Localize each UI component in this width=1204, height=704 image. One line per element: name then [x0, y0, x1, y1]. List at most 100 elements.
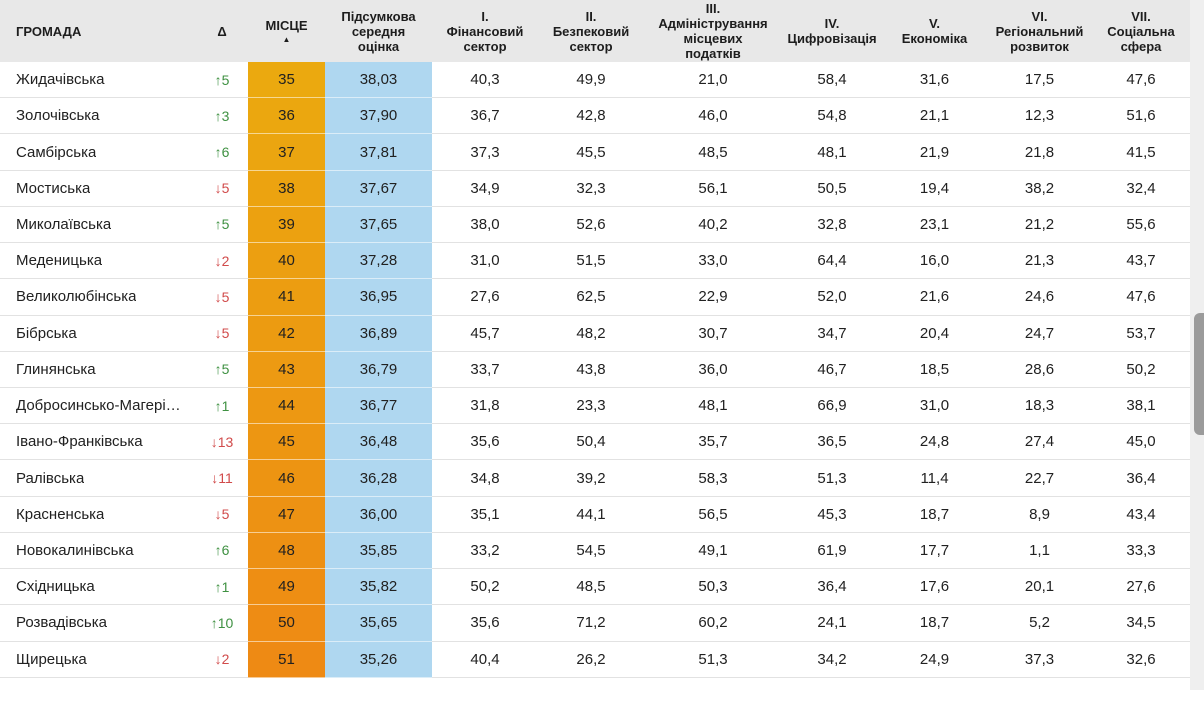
indicator-value: 33,3: [1092, 533, 1190, 570]
indicator-value: 58,3: [644, 460, 782, 497]
score-cell: 35,85: [325, 532, 432, 570]
indicator-value: 64,4: [782, 243, 882, 280]
delta-value: ↑10: [210, 614, 234, 631]
indicator-value: 36,4: [1092, 460, 1190, 497]
col-header-security-sector[interactable]: II. Безпековий сектор: [538, 0, 644, 62]
table-row[interactable]: Великолюбінська ↓5 41 36,95 27,6 62,5 22…: [0, 279, 1190, 316]
indicator-value: 46,7: [782, 352, 882, 388]
delta-cell: ↓2: [196, 243, 248, 280]
indicator-value: 18,7: [882, 605, 987, 642]
indicator-value: 26,2: [538, 642, 644, 678]
community-name-cell: Глинянська: [0, 352, 196, 388]
col-header-hromada[interactable]: ГРОМАДА: [0, 0, 196, 62]
indicator-value: 37,3: [432, 134, 538, 171]
vertical-scrollbar-thumb[interactable]: [1194, 313, 1204, 435]
community-name-cell: Івано-Франківська: [0, 424, 196, 461]
col-header-financial-sector[interactable]: I. Фінансовий сектор: [432, 0, 538, 62]
delta-value: ↑5: [214, 216, 230, 233]
delta-cell: ↑5: [196, 207, 248, 244]
community-name: Красненська: [16, 505, 105, 523]
vertical-scrollbar-track[interactable]: [1190, 0, 1204, 690]
delta-value: ↓2: [214, 651, 230, 668]
score-cell: 37,81: [325, 134, 432, 171]
delta-value: ↓5: [214, 325, 230, 342]
indicator-value: 40,4: [432, 642, 538, 678]
delta-cell: ↓5: [196, 316, 248, 352]
delta-value: ↓5: [214, 180, 230, 197]
delta-cell: ↑6: [196, 134, 248, 171]
indicator-value: 39,2: [538, 460, 644, 497]
indicator-value: 40,3: [432, 62, 538, 99]
table-row[interactable]: Новокалинівська ↑6 48 35,85 33,2 54,5 49…: [0, 532, 1190, 570]
indicator-value: 20,4: [882, 316, 987, 352]
delta-cell: ↓2: [196, 642, 248, 678]
indicator-value: 42,8: [538, 98, 644, 135]
table-row[interactable]: Золочівська ↑3 36 37,90 36,7 42,8 46,0 5…: [0, 98, 1190, 135]
indicator-value: 33,7: [432, 352, 538, 388]
rank-cell: 45: [248, 424, 325, 461]
score-cell: 36,95: [325, 279, 432, 316]
community-name: Меденицька: [16, 252, 103, 270]
community-name-cell: Миколаївська: [0, 207, 196, 244]
delta-value: ↑5: [214, 361, 230, 378]
indicator-value: 18,3: [987, 388, 1092, 425]
table-row[interactable]: Розвадівська ↑10 50 35,65 35,6 71,2 60,2…: [0, 605, 1190, 642]
rank-cell: 38: [248, 170, 325, 207]
table-row[interactable]: Щирецька ↓2 51 35,26 40,4 26,2 51,3 34,2…: [0, 641, 1190, 678]
table-row[interactable]: Східницька ↑1 49 35,82 50,2 48,5 50,3 36…: [0, 569, 1190, 606]
delta-value: ↓5: [214, 506, 230, 523]
indicator-value: 48,1: [644, 388, 782, 425]
indicator-value: 18,7: [882, 497, 987, 533]
col-header-social-sphere[interactable]: VII. Соціальна сфера: [1092, 0, 1190, 62]
indicator-value: 33,2: [432, 533, 538, 570]
indicator-value: 51,5: [538, 243, 644, 280]
table-row[interactable]: Добросинсько-Магері… ↑1 44 36,77 31,8 23…: [0, 387, 1190, 425]
table-row[interactable]: Жидачівська ↑5 35 38,03 40,3 49,9 21,0 5…: [0, 62, 1190, 99]
table-row[interactable]: Миколаївська ↑5 39 37,65 38,0 52,6 40,2 …: [0, 206, 1190, 244]
indicator-value: 21,8: [987, 134, 1092, 171]
indicator-value: 52,0: [782, 279, 882, 316]
delta-cell: ↑10: [196, 605, 248, 642]
col-header-digitalization[interactable]: IV. Цифровізація: [782, 0, 882, 62]
table-row[interactable]: Глинянська ↑5 43 36,79 33,7 43,8 36,0 46…: [0, 351, 1190, 388]
table-row[interactable]: Ралівська ↓11 46 36,28 34,8 39,2 58,3 51…: [0, 460, 1190, 497]
col-header-regional-development[interactable]: VI. Регіональний розвиток: [987, 0, 1092, 62]
col-header-delta[interactable]: Δ: [196, 0, 248, 62]
indicator-value: 23,3: [538, 388, 644, 425]
community-name: Бібрська: [16, 324, 77, 342]
rank-cell: 35: [248, 62, 325, 99]
table-row[interactable]: Мостиська ↓5 38 37,67 34,9 32,3 56,1 50,…: [0, 170, 1190, 207]
indicator-value: 21,2: [987, 207, 1092, 244]
delta-value: ↑3: [214, 107, 230, 124]
col-header-label: IV. Цифровізація: [787, 16, 877, 46]
table-row[interactable]: Меденицька ↓2 40 37,28 31,0 51,5 33,0 64…: [0, 243, 1190, 280]
indicator-value: 12,3: [987, 98, 1092, 135]
rank-cell: 48: [248, 532, 325, 570]
community-name: Добросинсько-Магері…: [16, 397, 181, 415]
indicator-value: 28,6: [987, 352, 1092, 388]
indicator-value: 47,6: [1092, 62, 1190, 99]
score-cell: 36,00: [325, 496, 432, 533]
community-name: Жидачівська: [16, 71, 105, 89]
indicator-value: 22,9: [644, 279, 782, 316]
score-cell: 36,79: [325, 351, 432, 388]
col-header-rank[interactable]: МІСЦЕ ▲: [248, 0, 325, 62]
indicator-value: 11,4: [882, 460, 987, 497]
indicator-value: 43,7: [1092, 243, 1190, 280]
col-header-total-score[interactable]: Підсумкова середня оцінка: [325, 0, 432, 62]
table-row[interactable]: Красненська ↓5 47 36,00 35,1 44,1 56,5 4…: [0, 496, 1190, 533]
rank-cell: 49: [248, 569, 325, 606]
indicator-value: 40,2: [644, 207, 782, 244]
indicator-value: 24,7: [987, 316, 1092, 352]
table-row[interactable]: Бібрська ↓5 42 36,89 45,7 48,2 30,7 34,7…: [0, 315, 1190, 352]
col-header-local-taxes[interactable]: III. Адміністрування місцевих податків: [644, 0, 782, 62]
indicator-value: 43,4: [1092, 497, 1190, 533]
table-row[interactable]: Івано-Франківська ↓13 45 36,48 35,6 50,4…: [0, 424, 1190, 461]
community-name-cell: Красненська: [0, 497, 196, 533]
rank-cell: 36: [248, 98, 325, 135]
indicator-value: 50,4: [538, 424, 644, 461]
col-header-economy[interactable]: V. Економіка: [882, 0, 987, 62]
score-cell: 36,28: [325, 460, 432, 497]
table-row[interactable]: Самбірська ↑6 37 37,81 37,3 45,5 48,5 48…: [0, 134, 1190, 171]
